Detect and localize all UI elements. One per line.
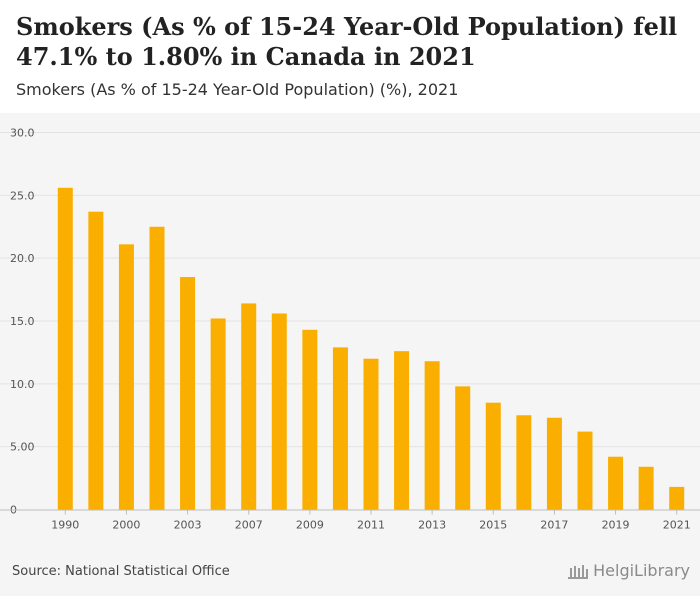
bar-2017	[546, 417, 562, 510]
bar-2011	[363, 358, 379, 510]
bar-2008	[271, 313, 287, 510]
plot-background	[0, 113, 700, 596]
bar-2005	[210, 318, 226, 510]
bar-2000	[118, 244, 134, 510]
x-tick-label: 2011	[357, 519, 385, 532]
x-tick-label: 2015	[479, 519, 507, 532]
bar-2009	[302, 329, 318, 510]
x-tick-label: 2003	[174, 519, 202, 532]
chart-title: Smokers (As % of 15-24 Year-Old Populati…	[16, 12, 678, 71]
chart-subtitle: Smokers (As % of 15-24 Year-Old Populati…	[16, 80, 459, 99]
brand-name: HelgiLibrary	[593, 561, 690, 580]
bar-2016	[516, 415, 532, 510]
x-tick-label: 2017	[540, 519, 568, 532]
y-tick-label: 30.0	[10, 127, 35, 140]
brand-logo: HelgiLibrary	[567, 561, 690, 580]
bar-2003	[180, 277, 196, 510]
grid-lines	[0, 132, 700, 448]
y-tick-label: 10.0	[10, 378, 35, 391]
y-tick-label: 15.0	[10, 315, 35, 328]
x-tick-label: 2019	[602, 519, 630, 532]
bar-2018	[577, 431, 593, 510]
bar-2015	[485, 402, 501, 510]
x-tick-label: 2009	[296, 519, 324, 532]
bar-2007	[241, 303, 257, 510]
bar-1999	[88, 211, 104, 510]
bar-2010	[332, 347, 348, 510]
bar-1990	[57, 187, 73, 510]
bar-2012	[394, 351, 410, 510]
building-columns-icon	[568, 564, 589, 579]
bar-2001	[149, 226, 165, 510]
bar-2021	[669, 486, 685, 510]
bar-2020	[638, 466, 654, 510]
x-tick-label: 1990	[51, 519, 79, 532]
y-tick-label: 20.0	[10, 252, 35, 265]
bar-2014	[455, 386, 471, 510]
x-tick-label: 2021	[663, 519, 691, 532]
bars	[57, 187, 685, 510]
x-axis-labels: 1990 2000 2003 2007 2009 2011 2013 2015 2017 2019…	[51, 509, 691, 532]
bar-2013	[424, 361, 440, 510]
chart-header: Smokers (As % of 15-24 Year-Old Populati…	[0, 0, 700, 113]
y-tick-label: 5.00	[10, 441, 35, 454]
x-tick-label: 2000	[112, 519, 140, 532]
y-tick-label: 25.0	[10, 189, 35, 202]
source-note: Source: National Statistical Office	[12, 564, 230, 579]
x-tick-label: 2013	[418, 519, 446, 532]
bar-2019	[608, 456, 624, 510]
x-tick-label: 2007	[235, 519, 263, 532]
